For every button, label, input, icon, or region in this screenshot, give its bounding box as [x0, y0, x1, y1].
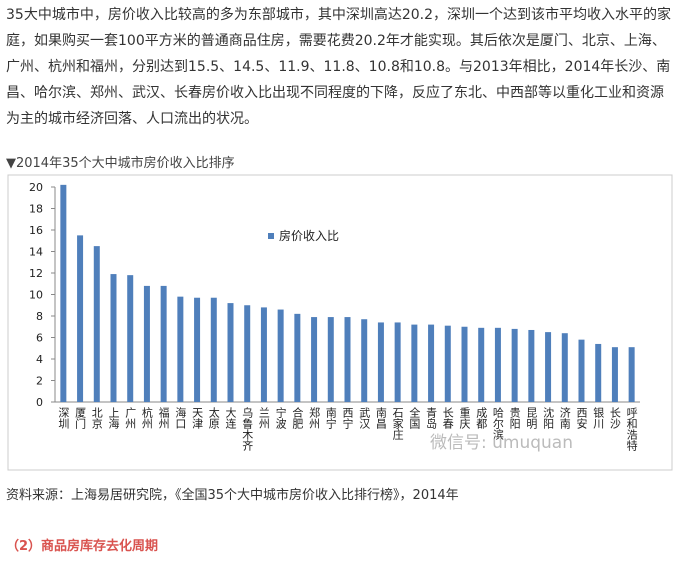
- legend-label: 房价收入比: [279, 228, 339, 243]
- bar: [177, 296, 184, 402]
- y-tick-label: 16: [29, 224, 43, 237]
- y-tick-label: 10: [29, 289, 43, 302]
- x-tick-label: 沈阳: [542, 406, 555, 429]
- paragraph: 35大中城市中，房价收入比较高的多为东部城市，其中深圳高达20.2，深圳一个达到…: [6, 7, 671, 127]
- y-tick-label: 12: [29, 267, 43, 280]
- x-tick-label: 广州: [124, 407, 137, 429]
- bar: [461, 326, 468, 402]
- bar: [561, 333, 568, 402]
- bar: [595, 343, 602, 402]
- x-tick-label: 海口: [174, 406, 187, 429]
- legend-swatch: [268, 233, 274, 239]
- x-tick-label: 青岛: [425, 407, 438, 430]
- y-tick-label: 0: [36, 396, 43, 409]
- bar: [478, 327, 485, 402]
- bar: [578, 339, 585, 402]
- x-tick-label: 重庆: [458, 406, 471, 430]
- x-tick-label: 昆明: [525, 407, 538, 430]
- bar: [377, 322, 384, 402]
- watermark: 微信号: umuquan: [430, 433, 573, 453]
- chart-title: ▼2014年35个大中城市房价收入比排序: [6, 156, 235, 171]
- bar: [327, 317, 334, 402]
- bar: [93, 246, 100, 402]
- x-tick-label: 南昌: [374, 407, 387, 430]
- bar: [528, 329, 535, 402]
- x-tick-label: 郑州: [308, 406, 321, 429]
- x-tick-label: 济南: [558, 406, 571, 429]
- bar: [344, 317, 351, 402]
- bar: [194, 297, 201, 402]
- bar: [294, 313, 301, 402]
- bar: [77, 235, 84, 402]
- x-tick-label: 武汉: [358, 407, 371, 430]
- x-tick-label: 合肥: [291, 406, 304, 429]
- x-tick-label: 天津: [191, 407, 204, 429]
- bar: [444, 325, 451, 402]
- x-tick-label: 大连: [224, 406, 237, 429]
- bar: [494, 327, 501, 402]
- y-tick-label: 14: [29, 246, 43, 259]
- bar: [260, 307, 267, 402]
- x-tick-label: 贵阳: [508, 407, 521, 429]
- bar: [511, 328, 518, 402]
- y-tick-label: 20: [29, 181, 43, 194]
- x-tick-label: 全国: [408, 406, 421, 430]
- bar: [110, 274, 117, 402]
- source: 资料来源：上海易居研究院，《全国35个大中城市房价收入比排行榜》，2014年: [6, 488, 459, 503]
- x-tick-label: 太原: [207, 407, 220, 429]
- y-tick-label: 6: [36, 332, 43, 345]
- bar: [611, 347, 618, 402]
- x-tick-label: 乌鲁木齐: [241, 406, 254, 452]
- x-tick-label: 银川: [592, 406, 605, 429]
- bar: [227, 303, 234, 402]
- x-tick-label: 福州: [157, 406, 170, 429]
- bar: [60, 184, 67, 402]
- bar: [277, 309, 284, 402]
- bar: [143, 285, 150, 402]
- bar: [127, 275, 134, 402]
- bar: [361, 319, 368, 402]
- x-tick-label: 哈尔滨: [491, 407, 504, 441]
- bar: [244, 305, 251, 402]
- x-tick-label: 深圳: [57, 407, 70, 429]
- bar: [210, 297, 217, 402]
- x-tick-label: 北京: [90, 407, 103, 430]
- x-tick-label: 长沙: [608, 407, 621, 429]
- x-tick-label: 杭州: [140, 406, 153, 429]
- x-tick-label: 西宁: [341, 407, 354, 429]
- y-tick-label: 2: [36, 375, 43, 388]
- x-tick-label: 长春: [441, 407, 454, 430]
- x-tick-label: 南宁: [324, 407, 337, 429]
- section-heading: （2）商品房库存去化周期: [6, 539, 159, 554]
- bar: [628, 347, 635, 402]
- bar: [311, 317, 318, 402]
- bar: [428, 324, 435, 402]
- x-tick-label: 石家庄: [391, 407, 404, 441]
- y-tick-label: 4: [36, 353, 43, 366]
- x-tick-label: 厦门: [74, 407, 87, 430]
- bar: [411, 324, 418, 402]
- x-tick-label: 宁波: [274, 406, 287, 430]
- bar: [394, 322, 401, 402]
- x-tick-label: 呼和浩特: [625, 407, 638, 451]
- x-tick-label: 西安: [575, 407, 588, 430]
- x-tick-label: 成都: [475, 407, 488, 429]
- y-tick-label: 8: [36, 310, 43, 323]
- x-tick-label: 上海: [107, 407, 120, 430]
- bar: [545, 332, 552, 402]
- x-tick-label: 兰州: [257, 407, 270, 429]
- y-tick-label: 18: [29, 203, 43, 216]
- chart-frame: [7, 174, 673, 471]
- bar: [160, 285, 167, 402]
